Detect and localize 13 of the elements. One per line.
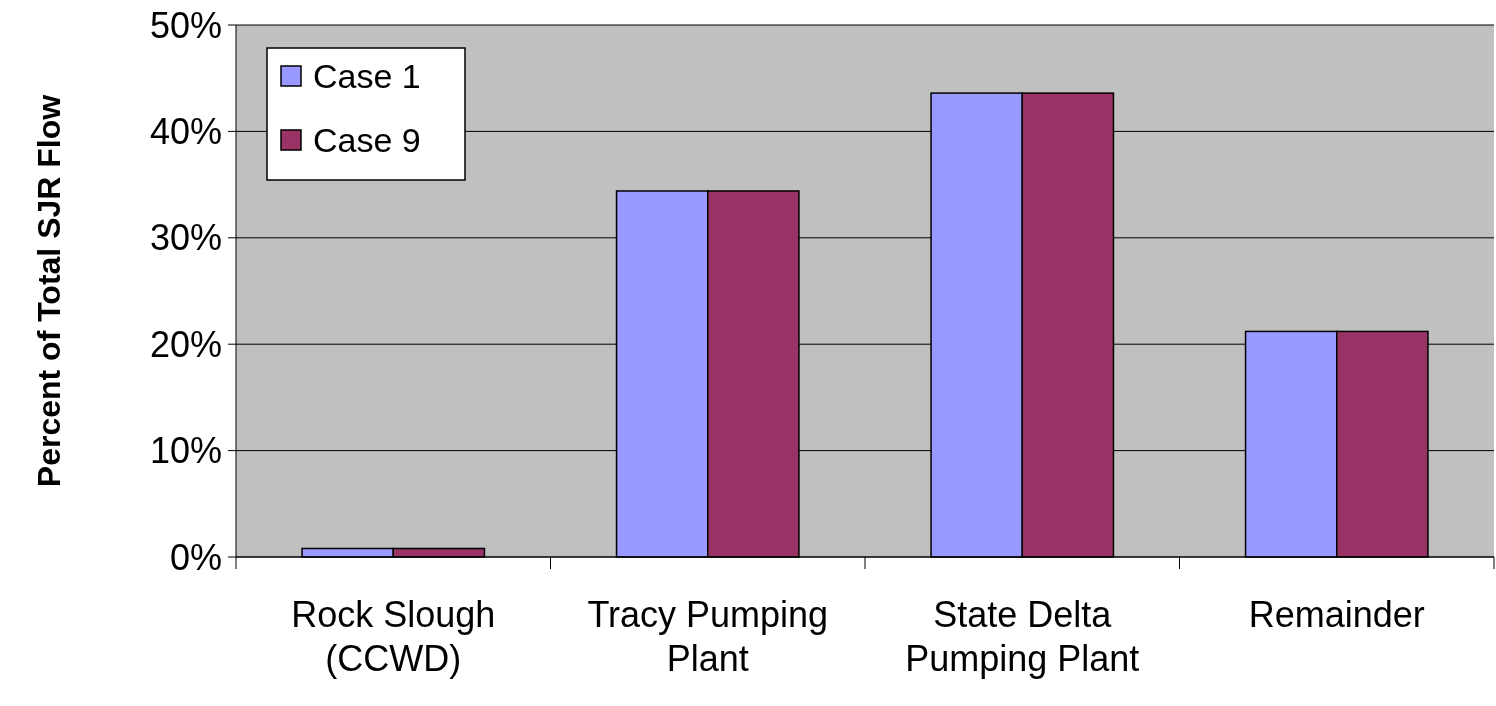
y-axis-title: Percent of Total SJR Flow — [31, 94, 67, 488]
y-tick-label: 0% — [169, 536, 222, 578]
y-tick-label: 30% — [149, 217, 222, 259]
x-tick-label: Rock Slough (CCWD) — [291, 594, 496, 679]
y-tick-label: 10% — [149, 430, 222, 472]
x-tick-label: Remainder — [1248, 594, 1425, 635]
x-tick-label: State Delta Pumping Plant — [905, 594, 1140, 679]
y-tick-label: 50% — [149, 4, 222, 46]
legend-label: Case 9 — [313, 120, 421, 159]
x-tick-label: Tracy Pumping Plant — [587, 594, 829, 679]
legend-label: Case 1 — [313, 56, 421, 95]
y-tick-label: 40% — [149, 111, 222, 152]
y-tick-label: 20% — [149, 323, 222, 365]
